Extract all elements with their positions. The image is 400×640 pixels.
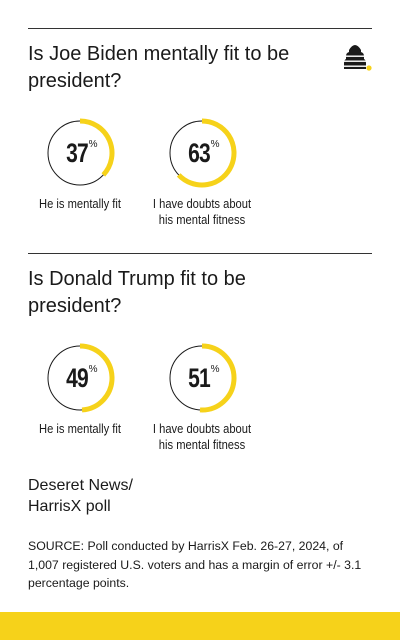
donut-biden-doubts: 63 %: [166, 117, 238, 189]
percent-sign: %: [88, 139, 98, 150]
caption-biden-fit: He is mentally fit: [38, 196, 122, 211]
donut-trump-fit: 49 %: [44, 342, 116, 414]
percent-sign: %: [210, 139, 220, 150]
footer-accent-bar: [0, 612, 400, 640]
donut-biden-fit: 37 %: [44, 117, 116, 189]
donut-arc: [79, 343, 115, 413]
value-label: 37: [65, 137, 89, 168]
donut-arc: [79, 118, 115, 177]
value-label: 51: [187, 362, 211, 393]
caption-trump-doubts: I have doubts about his mental fitness: [152, 421, 252, 452]
top-divider: [28, 28, 372, 29]
caption-trump-fit: He is mentally fit: [38, 421, 122, 436]
donut-arc: [176, 118, 237, 188]
value-label: 63: [187, 137, 211, 168]
percent-sign: %: [88, 364, 98, 375]
question-biden: Is Joe Biden mentally fit to be presiden…: [28, 43, 290, 92]
beehive-icon: [336, 43, 376, 73]
source-note: SOURCE: Poll conducted by HarrisX Feb. 2…: [28, 539, 362, 590]
question-trump: Is Donald Trump fit to be president?: [28, 268, 246, 317]
value-label: 49: [65, 362, 89, 393]
section-divider: [28, 253, 372, 254]
donut-arc: [199, 343, 237, 413]
credit-text: Deseret News/ HarrisX poll: [28, 477, 133, 515]
donut-trump-doubts: 51 %: [166, 342, 238, 414]
caption-biden-doubts: I have doubts about his mental fitness: [152, 196, 252, 227]
percent-sign: %: [210, 364, 220, 375]
